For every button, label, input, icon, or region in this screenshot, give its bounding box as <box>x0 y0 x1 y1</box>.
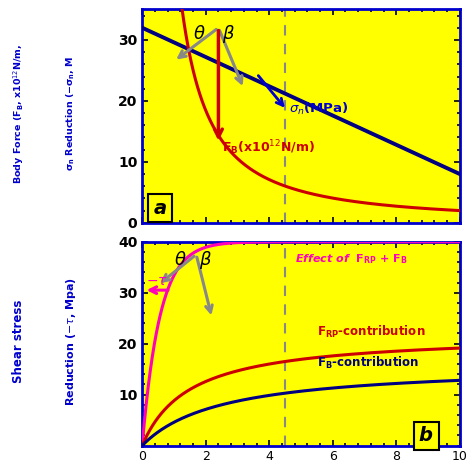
Text: $\mathbf{F_B}$-contribution: $\mathbf{F_B}$-contribution <box>317 355 419 371</box>
Text: $-\tau$: $-\tau$ <box>146 274 168 288</box>
Text: $\sigma_n$(MPa): $\sigma_n$(MPa) <box>289 101 348 117</box>
Text: Reduction ($-\tau$, Mpa): Reduction ($-\tau$, Mpa) <box>64 277 78 406</box>
Text: $\theta$: $\theta$ <box>193 25 206 43</box>
Text: $\bfit{a}$: $\bfit{a}$ <box>153 199 167 218</box>
Text: Body Force ($\mathbf{F_B}$, x10$^{12}$N/m,: Body Force ($\mathbf{F_B}$, x10$^{12}$N/… <box>12 44 26 184</box>
Text: $\beta$: $\beta$ <box>200 249 212 271</box>
Text: $\mathbf{\sigma_n}$ Reduction ($\mathbf{-\sigma_n}$, M: $\mathbf{\sigma_n}$ Reduction ($\mathbf{… <box>65 56 77 172</box>
Text: $\bfit{b}$: $\bfit{b}$ <box>419 427 434 446</box>
Text: Shear stress: Shear stress <box>12 300 26 383</box>
Text: $\mathbf{F_B}$(x10$^{12}$N/m): $\mathbf{F_B}$(x10$^{12}$N/m) <box>221 139 315 157</box>
Text: $\theta$: $\theta$ <box>174 251 187 269</box>
Text: $\mathbf{F_{RP}}$-contribution: $\mathbf{F_{RP}}$-contribution <box>317 324 426 340</box>
Text: $\beta$: $\beta$ <box>221 23 235 45</box>
Text: Effect of  $\mathbf{F_{RP}}$ + $\mathbf{F_B}$: Effect of $\mathbf{F_{RP}}$ + $\mathbf{F… <box>295 252 407 266</box>
